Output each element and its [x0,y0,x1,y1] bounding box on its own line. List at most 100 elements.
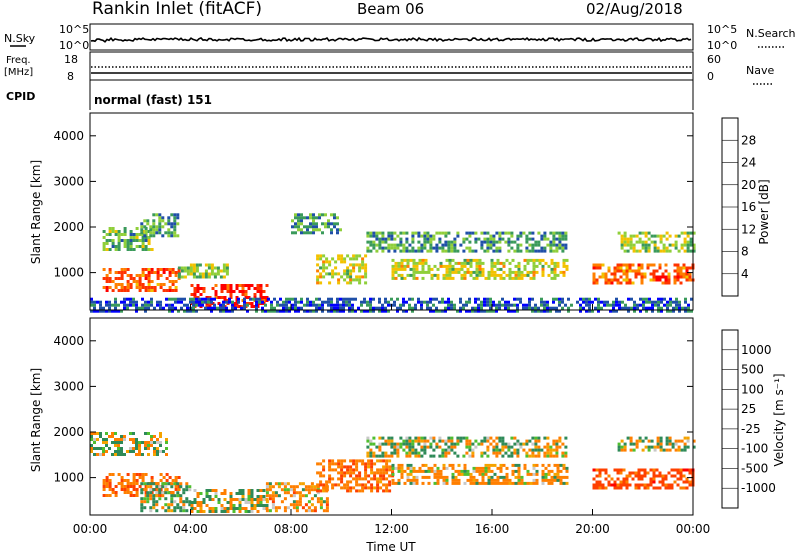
data-cell [396,246,400,250]
data-cell [153,447,156,450]
data-cell [671,445,675,449]
data-cell [495,249,499,253]
data-cell [313,488,317,492]
data-cell [355,275,359,279]
data-cell [176,216,180,220]
data-cell [90,309,93,313]
data-cell [613,480,617,484]
data-cell [592,272,596,276]
data-cell [123,300,126,304]
data-cell [683,448,687,452]
data-cell [307,491,311,495]
data-cell [322,275,326,279]
data-cell [379,471,383,475]
data-cell [334,483,338,487]
data-cell [478,481,482,485]
data-cell [210,269,214,273]
data-cell [381,306,384,310]
data-cell [108,286,112,289]
data-cell [541,478,545,482]
colorbar-tick-label: 1000 [741,343,772,357]
data-cell [333,222,336,226]
data-cell [123,479,127,482]
data-cell [427,469,431,473]
data-cell [444,243,448,247]
data-cell [471,231,475,235]
data-cell [451,466,455,470]
data-cell [565,481,569,485]
data-cell [680,448,684,452]
data-cell [222,303,225,307]
data-cell [261,300,264,304]
data-cell [649,272,653,276]
data-cell [537,448,541,452]
data-cell [477,237,481,241]
data-cell [202,501,206,504]
data-cell [343,483,347,487]
data-cell [188,503,192,507]
data-cell [349,465,353,469]
data-cell [552,297,555,301]
data-cell [211,287,215,290]
data-cell [349,468,353,472]
data-cell [135,479,139,482]
data-cell [637,468,641,472]
data-cell [625,263,629,267]
data-cell [199,504,203,507]
data-cell [673,275,677,279]
data-cell [616,278,620,282]
data-cell [348,300,351,304]
data-cell [158,491,162,495]
data-cell [372,306,375,310]
data-cell [640,483,644,487]
data-cell [528,243,532,247]
data-cell [213,272,217,276]
data-cell [454,270,458,274]
data-cell [435,231,439,235]
x-axis-ticks: 00:00 04:00 08:00 12:00 16:00 20:00 00:00 [73,304,710,536]
data-cell [155,494,159,498]
data-cell [616,483,620,487]
data-cell [641,246,645,250]
data-cell [652,468,656,472]
data-cell [412,258,416,262]
data-cell [340,459,344,463]
data-cell [465,436,469,440]
data-cell [352,459,356,463]
data-cell [319,474,323,478]
data-cell [93,447,96,450]
data-cell [285,306,288,310]
data-cell [336,297,339,301]
data-cell [552,231,556,235]
data-cell [399,237,403,241]
data-cell [297,225,300,229]
data-cell [126,450,129,453]
data-cell [114,491,118,494]
data-cell [328,462,332,466]
data-cell [102,447,105,450]
data-cell [274,509,278,513]
data-cell [150,438,153,441]
data-cell [558,436,562,440]
data-cell [247,489,251,492]
data-cell [99,447,102,450]
data-cell [508,478,512,482]
data-cell [493,478,497,482]
data-cell [617,442,621,446]
data-cell [375,454,379,458]
data-cell [502,270,506,274]
data-cell [525,303,528,307]
data-cell [564,237,568,241]
data-cell [478,264,482,268]
data-cell [143,506,147,510]
data-cell [430,276,434,280]
data-cell [156,283,160,286]
data-cell [376,459,380,463]
data-cell [108,268,112,271]
data-cell [171,303,174,307]
data-cell [391,478,395,482]
data-cell [235,284,239,287]
data-cell [336,309,339,313]
data-cell [138,289,142,292]
data-cell [511,472,515,476]
